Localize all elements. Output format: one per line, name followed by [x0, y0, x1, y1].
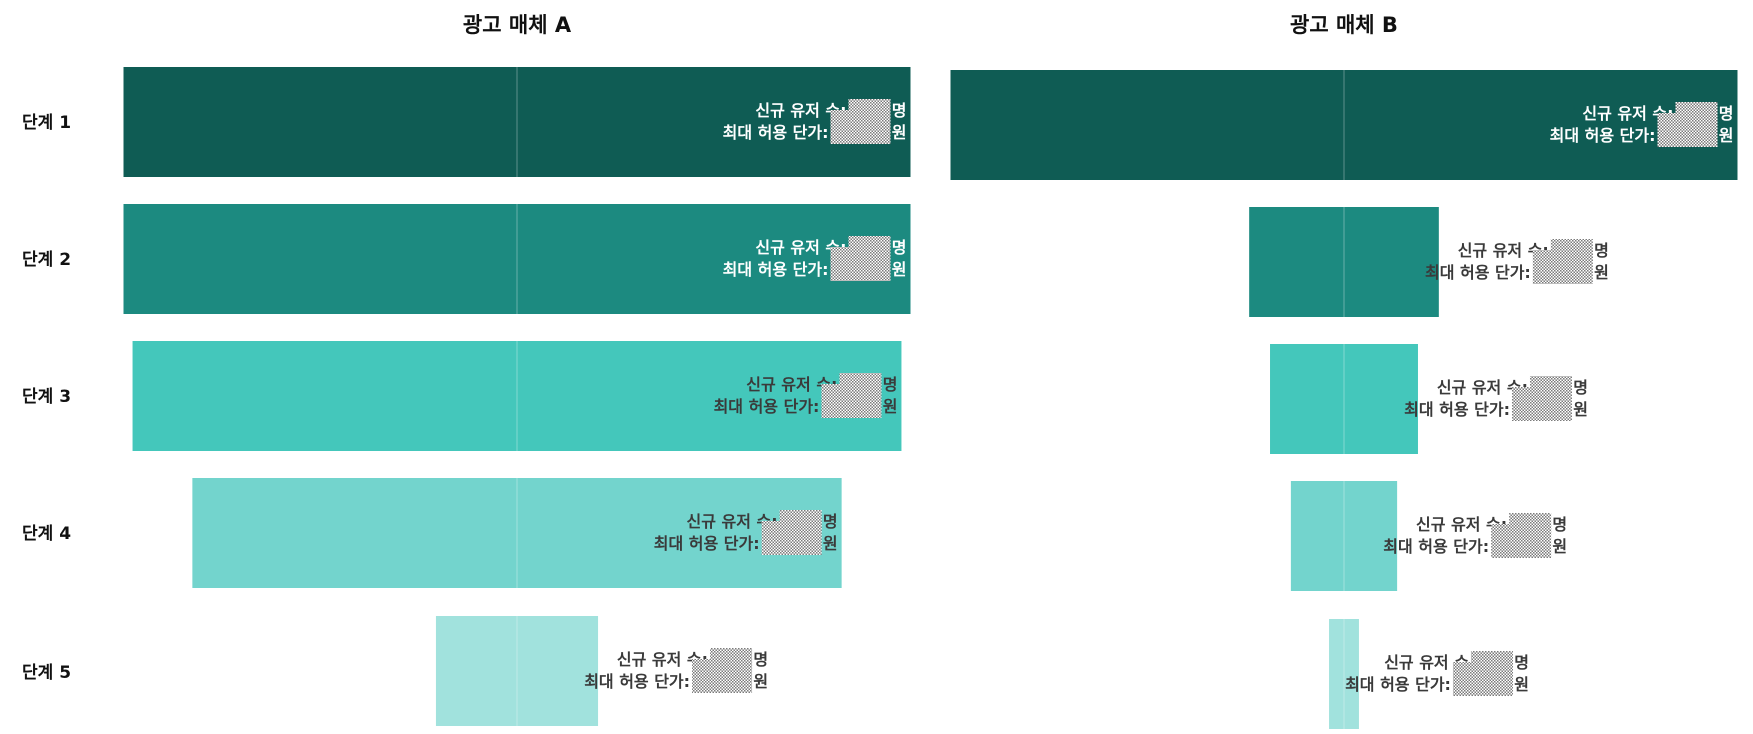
redacted-price-value: [830, 247, 891, 281]
stage-axis: 단계 1 단계 2 단계 3 단계 4 단계 5: [22, 113, 71, 683]
price-label: 최대 허용 단가:: [654, 534, 760, 553]
price-label: 최대 허용 단가:: [1404, 400, 1510, 419]
users-unit: 명: [1552, 515, 1567, 534]
data-label-stage-3: 명 신규 유저 수: 원 최대 허용 단가:: [714, 373, 898, 418]
funnel-bar-stage-3: [1270, 344, 1418, 454]
users-unit: 명: [823, 512, 838, 531]
data-label-stage-5: 명 신규 유저 수: 원 최대 허용 단가:: [584, 648, 768, 693]
users-label: 신규 유저 수:: [1416, 515, 1507, 534]
price-unit: 원: [1573, 400, 1588, 419]
users-label: 신규 유저 수:: [1437, 378, 1528, 397]
price-label: 최대 허용 단가:: [1550, 126, 1656, 145]
redacted-price-value: [692, 659, 753, 693]
redacted-price-value: [1511, 387, 1572, 421]
data-label-stage-3: 명 신규 유저 수: 원 최대 허용 단가:: [1404, 376, 1588, 421]
price-label: 최대 허용 단가:: [1345, 675, 1451, 694]
funnel-bar-stage-2: [1249, 207, 1439, 317]
users-unit: 명: [1573, 378, 1588, 397]
redacted-price-value: [1491, 524, 1552, 558]
users-unit: 명: [753, 650, 768, 669]
stage-label-2: 단계 2: [22, 250, 71, 270]
price-label: 최대 허용 단가:: [1383, 537, 1489, 556]
stage-label-3: 단계 3: [22, 387, 71, 407]
price-unit: 원: [883, 397, 898, 416]
stage-label-4: 단계 4: [22, 524, 71, 544]
funnel-bar-stage-4: [1290, 481, 1398, 591]
data-label-stage-5: 명 신규 유저 수원 최대 허용 단가:: [1345, 651, 1529, 696]
redacted-price-value: [821, 384, 882, 418]
panel-title: 광고 매체 A: [463, 13, 572, 37]
redacted-price-value: [1452, 662, 1513, 696]
users-label: 신규 유저 수:: [1582, 104, 1673, 123]
price-unit: 원: [1514, 675, 1529, 694]
redacted-price-value: [761, 521, 822, 555]
users-label: 신규 유저 수:: [746, 375, 837, 394]
price-unit: 원: [753, 672, 768, 691]
price-unit: 원: [892, 123, 907, 142]
stage-label-5: 단계 5: [22, 663, 71, 683]
price-unit: 원: [1719, 126, 1734, 145]
stage-label-1: 단계 1: [22, 113, 71, 133]
price-label: 최대 허용 단가:: [714, 397, 820, 416]
price-unit: 원: [892, 260, 907, 279]
redacted-price-value: [1532, 250, 1593, 284]
redacted-price-value: [1657, 113, 1718, 147]
funnel-bar-stage-1: [950, 70, 1738, 180]
funnel-bar-stage-2: [123, 204, 911, 314]
data-label-stage-4: 명 신규 유저 수: 원 최대 허용 단가:: [1383, 513, 1567, 558]
price-unit: 원: [1594, 263, 1609, 282]
price-label: 최대 허용 단가:: [723, 260, 829, 279]
users-label: 신규 유저 수:: [617, 650, 708, 669]
data-label-stage-1: 명 신규 유저 수: 원 최대 허용 단가:: [1550, 102, 1734, 147]
users-label: 신규 유저 수:: [1458, 241, 1549, 260]
data-label-stage-2: 명 신규 유저 수: 원 최대 허용 단가:: [1425, 239, 1609, 284]
panel-title: 광고 매체 B: [1290, 13, 1398, 37]
funnel-bar-stage-4: [192, 478, 842, 588]
users-unit: 명: [1719, 104, 1734, 123]
price-unit: 원: [1552, 537, 1567, 556]
users-label: 신규 유저 수:: [755, 101, 846, 120]
redacted-price-value: [830, 110, 891, 144]
funnel-bar-stage-1: [123, 67, 911, 177]
funnel-bar-stage-5: [435, 616, 599, 726]
price-label: 최대 허용 단가:: [584, 672, 690, 691]
users-label: 신규 유저 수:: [686, 512, 777, 531]
users-unit: 명: [892, 101, 907, 120]
users-label: 신규 유저 수:: [755, 238, 846, 257]
funnel-bar-stage-3: [132, 341, 902, 451]
users-unit: 명: [1514, 653, 1529, 672]
data-label-stage-2: 명 신규 유저 수: 원 최대 허용 단가:: [723, 236, 907, 281]
price-unit: 원: [823, 534, 838, 553]
users-unit: 명: [1594, 241, 1609, 260]
data-label-stage-4: 명 신규 유저 수: 원 최대 허용 단가:: [654, 510, 838, 555]
users-unit: 명: [883, 375, 898, 394]
price-label: 최대 허용 단가:: [1425, 263, 1531, 282]
users-label: 신규 유저 수: [1384, 653, 1469, 672]
price-label: 최대 허용 단가:: [723, 123, 829, 142]
funnel-bar-stage-5: [1329, 619, 1359, 729]
users-unit: 명: [892, 238, 907, 257]
data-label-stage-1: 명 신규 유저 수: 원 최대 허용 단가:: [723, 99, 907, 144]
